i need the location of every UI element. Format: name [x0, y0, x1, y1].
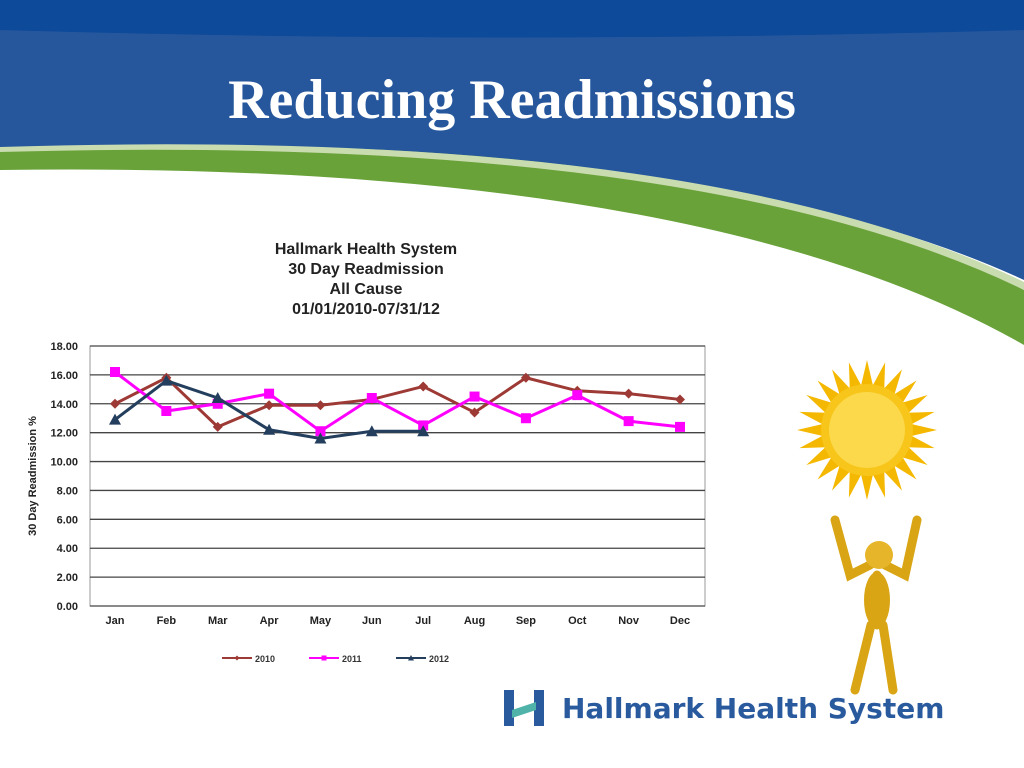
data-point-2010	[212, 421, 223, 432]
data-point-2012	[109, 413, 121, 425]
data-point-2011	[161, 406, 172, 416]
data-point-2011	[315, 426, 326, 437]
series-line-2010	[114, 375, 681, 429]
legend-label: 2010	[255, 654, 275, 664]
sun-ray	[860, 360, 874, 390]
data-point-2012	[314, 432, 327, 444]
y-tick-label: 8.00	[57, 485, 78, 497]
hallmark-h-icon	[504, 690, 544, 726]
x-tick-label: Aug	[464, 615, 485, 627]
sun-ray	[860, 470, 874, 500]
header-banner	[0, 0, 1024, 345]
x-tick-label: Feb	[157, 615, 177, 627]
x-tick-label: Nov	[618, 615, 640, 627]
y-tick-label: 18.00	[50, 341, 78, 353]
data-point-2010	[264, 400, 275, 411]
x-tick-label: Oct	[568, 615, 587, 627]
x-tick-label: Jul	[415, 615, 431, 627]
data-point-2010	[418, 381, 429, 392]
y-tick-label: 6.00	[57, 514, 78, 526]
data-point-2012	[263, 423, 276, 435]
data-point-2010	[675, 394, 685, 405]
legend-marker-2012	[408, 655, 414, 661]
chart-title: Hallmark Health System 30 Day Readmissio…	[236, 240, 496, 320]
series-line-2011	[114, 370, 681, 434]
y-tick-label: 16.00	[50, 370, 78, 382]
legend-label: 2012	[429, 654, 449, 664]
x-tick-label: Jun	[362, 615, 382, 627]
y-tick-label: 12.00	[50, 428, 78, 440]
data-point-2010	[469, 407, 480, 418]
data-point-2011	[469, 391, 480, 402]
legend-marker-2010	[234, 655, 240, 661]
data-point-2012	[365, 425, 378, 437]
x-tick-label: May	[310, 615, 332, 627]
sun-ray	[797, 423, 827, 437]
slide-title: Reducing Readmissions	[228, 69, 796, 131]
x-tick-label: Apr	[260, 615, 280, 627]
data-point-2012	[211, 392, 224, 403]
data-point-2011	[264, 388, 275, 399]
x-tick-label: Sep	[516, 615, 536, 627]
data-point-2012	[417, 425, 430, 437]
chart-title-line: 01/01/2010-07/31/12	[292, 301, 440, 318]
legend-label: 2011	[342, 654, 362, 664]
y-tick-label: 0.00	[57, 601, 78, 613]
data-point-2010	[623, 388, 634, 399]
x-tick-label: Jan	[106, 615, 125, 627]
line-chart: 0.00 2.00 4.00 6.00 8.00 10.00 12.00 14.00 16.00…	[27, 341, 706, 664]
data-point-2011	[572, 390, 583, 401]
chart-title-line: 30 Day Readmission	[288, 261, 444, 278]
sun-ray	[907, 423, 937, 437]
data-point-2011	[520, 413, 531, 424]
sun-figure-illustration	[797, 360, 937, 695]
y-tick-label: 4.00	[57, 543, 78, 555]
x-tick-label: Mar	[208, 615, 228, 627]
y-tick-label: 10.00	[50, 457, 78, 469]
y-axis-label: 30 Day Readmission %	[27, 416, 39, 536]
data-point-2011	[110, 367, 120, 377]
x-tick-label: Dec	[670, 615, 690, 627]
chart-title-line: All Cause	[329, 281, 403, 298]
data-point-2011	[623, 416, 634, 427]
data-point-2011	[675, 421, 685, 432]
legend-marker-2011	[321, 655, 327, 661]
data-point-2010	[110, 398, 120, 409]
data-point-2011	[366, 393, 377, 403]
data-point-2011	[212, 398, 223, 409]
chart-title-line: Hallmark Health System	[274, 241, 458, 258]
y-tick-label: 14.00	[50, 399, 78, 411]
data-point-2012	[160, 374, 173, 386]
y-tick-label: 2.00	[57, 572, 78, 584]
data-point-2010	[520, 372, 531, 383]
hallmark-logo: Hallmark Health System	[502, 688, 944, 728]
data-point-2010	[315, 400, 326, 411]
logo-text: Hallmark Health System	[562, 691, 945, 725]
